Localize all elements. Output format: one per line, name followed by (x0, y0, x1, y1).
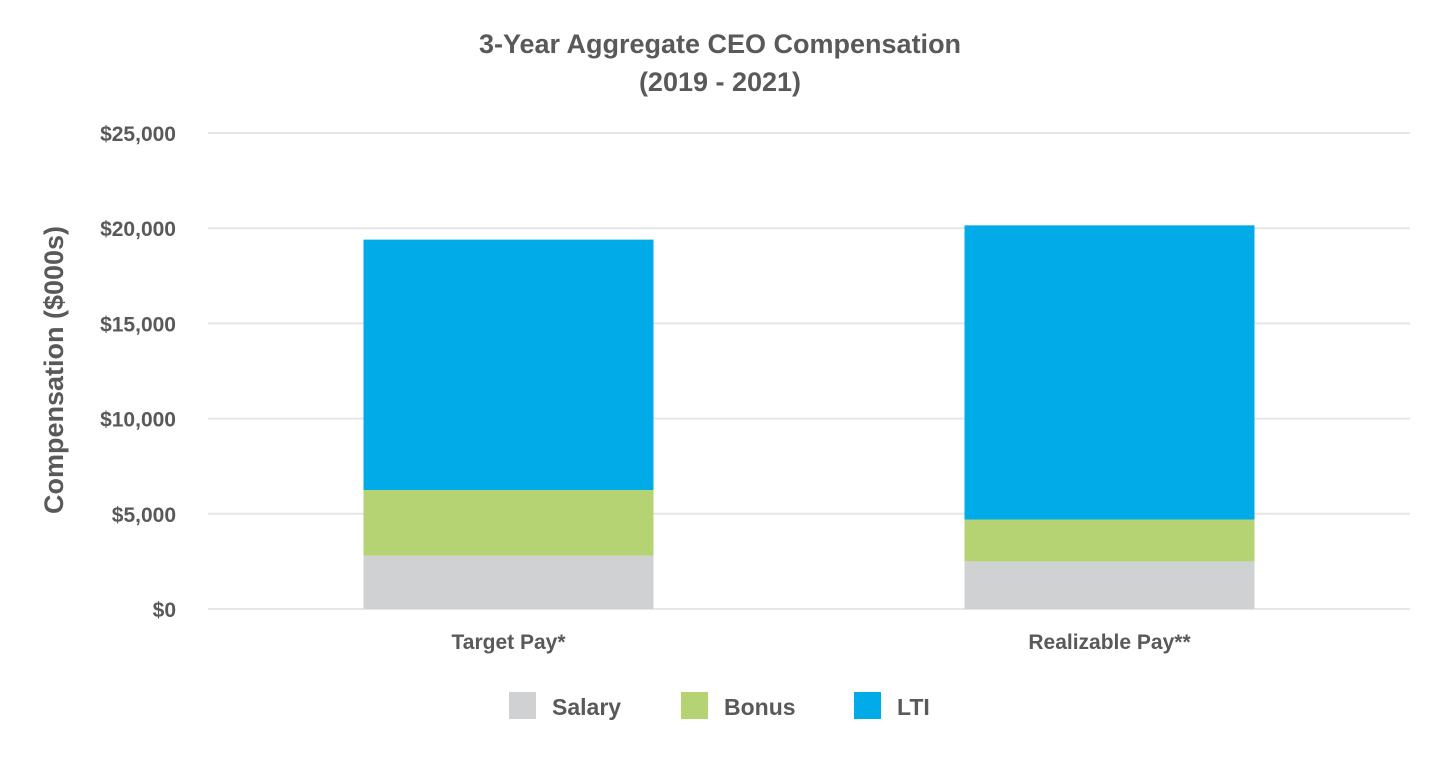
bar-bonus-realizable-pay (964, 519, 1255, 562)
legend: Salary Bonus LTI (509, 692, 930, 720)
legend-swatch-salary (509, 692, 536, 719)
legend-swatch-lti (854, 692, 881, 719)
y-tick-label: $20,000 (100, 218, 176, 241)
bar-salary-target-pay (363, 555, 654, 609)
y-tick-label: $5,000 (112, 504, 176, 527)
y-tick-label: $10,000 (100, 409, 176, 432)
x-tick-label: Target Pay* (452, 631, 567, 654)
bar-bonus-target-pay (363, 490, 654, 556)
chart-title-group: 3-Year Aggregate CEO Compensation (2019 … (479, 29, 961, 97)
y-tick-label: $0 (153, 599, 176, 622)
y-axis-tick-labels: $0 $5,000 $10,000 $15,000 $20,000 $25,000 (100, 123, 176, 622)
chart-title: 3-Year Aggregate CEO Compensation (479, 29, 961, 59)
bar-lti-realizable-pay (964, 225, 1255, 520)
x-tick-label: Realizable Pay** (1028, 631, 1191, 654)
legend-label-salary: Salary (552, 694, 621, 720)
y-tick-label: $15,000 (100, 313, 176, 336)
bar-lti-target-pay (363, 239, 654, 490)
bars (363, 225, 1255, 609)
x-axis-tick-labels: Target Pay* Realizable Pay** (452, 631, 1192, 654)
legend-swatch-bonus (681, 692, 708, 719)
y-tick-label: $25,000 (100, 123, 176, 146)
y-axis-title: Compensation ($000s) (39, 226, 69, 514)
legend-label-bonus: Bonus (724, 694, 796, 720)
bar-salary-realizable-pay (964, 561, 1255, 609)
chart-subtitle: (2019 - 2021) (639, 67, 801, 97)
legend-label-lti: LTI (897, 694, 930, 720)
